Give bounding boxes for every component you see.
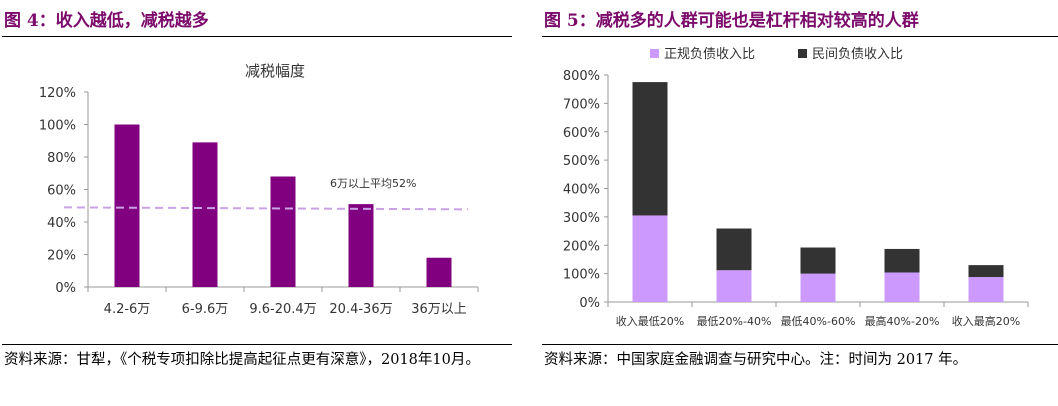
x-tick-label: 36万以上	[411, 302, 467, 317]
figure-4-source-note: 资料来源：甘犁，《个税专项扣除比提高起征点更有深意》，2018年10月。	[4, 352, 480, 368]
x-tick-label: 9.6-20.4万	[249, 302, 316, 317]
y-tick-label: 400%	[563, 183, 600, 198]
y-tick-label: 100%	[39, 119, 76, 134]
average-reference-line	[63, 206, 469, 211]
legend-swatch	[798, 49, 807, 58]
debt-income-stacked-bar-chart: 正规负债收入比 民间负债收入比 0% 100% 200% 300% 400% 500% 600%…	[563, 47, 1029, 328]
x-tick-label: 最低40%-60%	[781, 315, 856, 328]
average-annotation: 6万以上平均52%	[330, 177, 416, 190]
y-tick-label: 60%	[47, 184, 76, 199]
y-tick-label: 200%	[563, 239, 600, 254]
figure-4-top-rule	[2, 36, 512, 37]
tax-reduction-bar-chart: 减税幅度 0% 20% 40% 60% 80% 100% 120% 4.2-6万 6-9.6万 9.…	[39, 62, 479, 317]
bar-segment-formal	[800, 273, 836, 302]
figure-4-panel: 图 4：收入越低，减税越多 减税幅度 0% 20% 40% 60% 80% 100% 120%…	[0, 0, 512, 406]
bar-segment-formal	[632, 215, 668, 302]
figure-4-title: 图 4：收入越低，减税越多	[4, 11, 209, 31]
legend-label: 民间负债收入比	[812, 47, 903, 62]
y-tick-label: 0%	[579, 296, 600, 311]
y-tick-label: 120%	[39, 86, 76, 101]
y-tick-label: 80%	[47, 151, 76, 166]
bar-segment-informal	[632, 82, 668, 216]
x-tick-label: 最高40%-20%	[865, 314, 940, 328]
chart-title: 减税幅度	[245, 62, 305, 80]
x-tick-label: 收入最低20%	[616, 314, 684, 328]
bar	[114, 124, 140, 287]
bar-segment-informal	[968, 265, 1004, 278]
y-tick-label: 500%	[563, 154, 600, 169]
y-tick-label: 300%	[563, 211, 600, 226]
x-tick-label: 最低20%-40%	[697, 315, 772, 328]
y-tick-label: 600%	[563, 126, 600, 141]
figure-5-panel: 图 5：减税多的人群可能也是杠杆相对较高的人群 正规负债收入比 民间负债收入比 0%…	[540, 0, 1058, 406]
bar	[348, 204, 374, 287]
x-tick-label: 20.4-36万	[329, 302, 392, 317]
bar-segment-informal	[884, 248, 920, 273]
bar	[270, 176, 296, 287]
y-tick-label: 0%	[55, 281, 76, 296]
y-tick-label: 20%	[47, 249, 76, 264]
figure-5-source-note: 资料来源：中国家庭金融调查与研究中心。注：时间为 2017 年。	[544, 352, 968, 368]
bar-segment-formal	[716, 270, 752, 302]
bar-segment-informal	[716, 228, 752, 271]
bar	[426, 257, 452, 287]
figure-5-top-rule	[542, 36, 1058, 37]
y-tick-label: 700%	[563, 97, 600, 112]
figure-5-bottom-rule	[542, 344, 1058, 345]
y-tick-label: 100%	[563, 268, 600, 283]
bar-segment-formal	[968, 277, 1004, 302]
y-tick-label: 40%	[47, 216, 76, 231]
y-tick-label: 800%	[563, 69, 600, 84]
x-tick-label: 收入最高20%	[952, 314, 1020, 328]
legend-swatch	[650, 49, 659, 58]
figure-5-title: 图 5：减税多的人群可能也是杠杆相对较高的人群	[544, 11, 919, 31]
bar	[192, 142, 218, 287]
bar-segment-informal	[800, 247, 836, 274]
figure-4-bottom-rule	[2, 344, 512, 345]
x-tick-label: 6-9.6万	[182, 302, 229, 317]
x-tick-label: 4.2-6万	[104, 302, 151, 317]
bar-segment-formal	[884, 272, 920, 302]
legend-label: 正规负债收入比	[664, 47, 755, 62]
